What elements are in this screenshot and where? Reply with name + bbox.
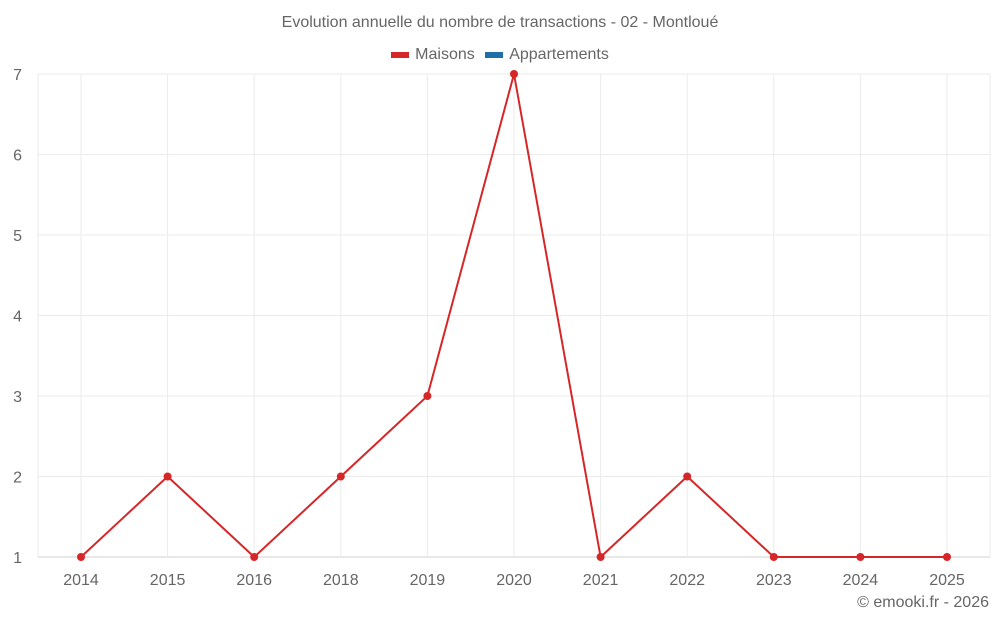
x-tick-label: 2025 [929, 572, 965, 589]
x-tick-label: 2020 [496, 572, 532, 589]
x-tick-label: 2015 [150, 572, 186, 589]
x-tick-label: 2019 [410, 572, 446, 589]
data-point[interactable] [769, 553, 778, 561]
appartements-swatch-icon [485, 52, 504, 58]
data-point[interactable] [943, 553, 951, 561]
y-tick-label: 2 [13, 470, 22, 487]
x-tick-label: 2016 [236, 572, 272, 589]
y-tick-label: 4 [13, 309, 22, 326]
data-point[interactable] [163, 472, 172, 481]
x-tick-label: 2024 [843, 572, 879, 589]
y-tick-label: 6 [13, 148, 22, 165]
legend-label: Appartements [509, 46, 609, 63]
data-point[interactable] [596, 553, 605, 561]
y-tick-label: 7 [13, 67, 22, 84]
y-tick-label: 1 [13, 550, 22, 567]
x-tick-label: 2014 [63, 572, 99, 589]
x-tick-label: 2021 [583, 572, 619, 589]
y-tick-label: 5 [13, 228, 22, 245]
data-point[interactable] [683, 472, 692, 481]
legend-label: Maisons [415, 46, 475, 63]
chart-title: Evolution annuelle du nombre de transact… [281, 14, 719, 31]
x-tick-label: 2023 [756, 572, 792, 589]
data-point[interactable] [856, 553, 865, 561]
legend-item-appartements[interactable]: Appartements [485, 46, 609, 64]
data-point[interactable] [423, 392, 432, 400]
legend: Maisons Appartements [0, 45, 1000, 64]
credit-text: © emooki.fr - 2026 [857, 594, 989, 611]
x-tick-label: 2018 [323, 572, 359, 589]
data-point[interactable] [510, 70, 518, 78]
data-point[interactable] [336, 472, 345, 481]
data-point[interactable] [77, 553, 85, 561]
x-tick-label: 2022 [669, 572, 705, 589]
y-tick-label: 3 [13, 389, 22, 406]
data-point[interactable] [250, 553, 259, 561]
legend-item-maisons[interactable]: Maisons [391, 46, 475, 64]
maisons-swatch-icon [391, 52, 410, 58]
